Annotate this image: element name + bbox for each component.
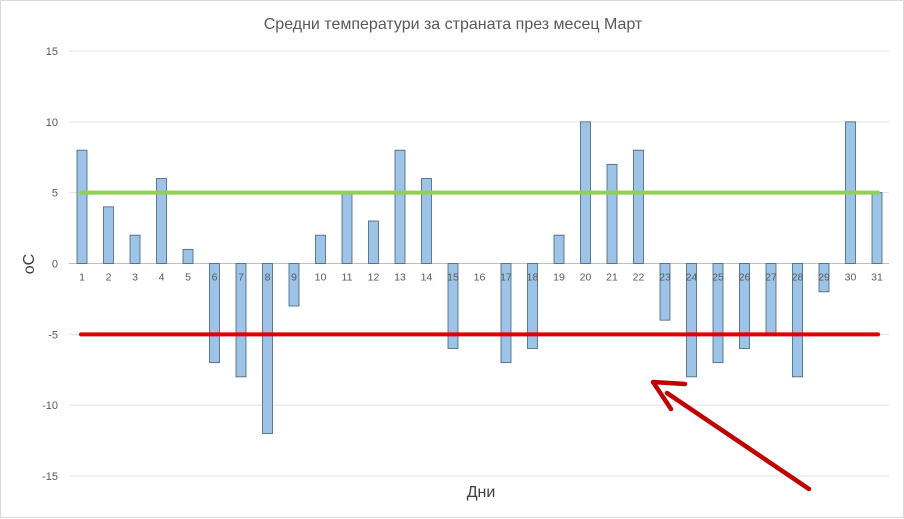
bar xyxy=(262,263,273,434)
x-tick-label: 9 xyxy=(291,272,297,284)
chart-title: Средни температури за страната през месе… xyxy=(264,16,643,33)
y-axis-label: oC xyxy=(21,254,38,274)
y-axis-ticks: 15 10 5 0 -5 -10 -15 xyxy=(42,46,58,483)
bar xyxy=(209,263,220,364)
bar xyxy=(288,263,300,307)
arrow-head xyxy=(650,379,688,412)
annotation-arrow xyxy=(650,379,812,492)
x-tick-label: 4 xyxy=(159,272,165,284)
bar xyxy=(156,178,167,264)
x-tick-label: 26 xyxy=(739,272,751,284)
y-tick-label: 5 xyxy=(52,188,58,200)
x-tick-label: 17 xyxy=(500,272,512,284)
bar xyxy=(818,263,830,293)
x-tick-label: 14 xyxy=(421,272,433,284)
y-tick-label: -10 xyxy=(42,400,58,412)
x-tick-label: 5 xyxy=(185,272,191,284)
bar xyxy=(447,263,459,349)
x-tick-label: 21 xyxy=(606,272,618,284)
y-tick-label: 10 xyxy=(46,117,58,129)
bar xyxy=(792,263,803,378)
y-tick-label: -5 xyxy=(48,329,58,341)
bar xyxy=(341,192,353,264)
x-tick-label: 30 xyxy=(845,272,857,284)
bar xyxy=(235,263,247,378)
x-tick-label: 20 xyxy=(580,272,592,284)
bar xyxy=(103,206,114,264)
bar xyxy=(633,149,644,264)
bar xyxy=(315,234,326,264)
x-tick-label: 11 xyxy=(342,272,353,284)
bar xyxy=(500,263,512,364)
bar xyxy=(76,149,88,264)
x-tick-label: 24 xyxy=(686,272,698,284)
x-tick-label: 19 xyxy=(553,272,565,284)
bar xyxy=(739,263,750,349)
x-tick-label: 6 xyxy=(212,272,218,284)
bar xyxy=(421,178,432,264)
x-tick-label: 29 xyxy=(818,272,830,284)
bar xyxy=(871,192,883,264)
x-axis-category-labels: 1 2 3 4 5 6 7 8 9 10 11 12 13 14 15 16 17 18 19 20 21 22 23 24 2… xyxy=(79,272,883,284)
x-tick-label: 8 xyxy=(265,272,271,284)
x-axis-label: Дни xyxy=(467,484,496,501)
bar xyxy=(712,263,724,364)
x-tick-label: 28 xyxy=(792,272,804,284)
x-tick-label: 18 xyxy=(527,272,539,284)
x-tick-label: 16 xyxy=(474,272,486,284)
x-tick-label: 31 xyxy=(871,272,883,284)
y-tick-label: -15 xyxy=(42,471,58,483)
bar xyxy=(182,248,194,264)
x-tick-label: 23 xyxy=(659,272,671,284)
x-tick-label: 2 xyxy=(106,272,112,284)
x-tick-label: 27 xyxy=(765,272,777,284)
x-tick-label: 13 xyxy=(394,272,406,284)
y-tick-label: 0 xyxy=(52,259,58,271)
arrow-shaft xyxy=(664,390,812,492)
bar xyxy=(527,263,538,349)
bar xyxy=(129,234,141,264)
x-tick-label: 22 xyxy=(633,272,645,284)
bar xyxy=(368,220,379,264)
x-tick-label: 10 xyxy=(315,272,327,284)
bar xyxy=(659,263,671,321)
x-tick-label: 25 xyxy=(712,272,724,284)
x-tick-label: 3 xyxy=(132,272,138,284)
x-tick-label: 7 xyxy=(238,272,244,284)
bar xyxy=(686,263,697,378)
x-tick-label: 15 xyxy=(447,272,459,284)
bar xyxy=(606,163,618,264)
bar xyxy=(394,149,406,264)
y-tick-label: 15 xyxy=(46,46,58,58)
x-tick-label: 1 xyxy=(79,272,85,284)
bar xyxy=(553,234,565,264)
x-tick-label: 12 xyxy=(368,272,380,284)
reference-lines xyxy=(79,190,880,337)
